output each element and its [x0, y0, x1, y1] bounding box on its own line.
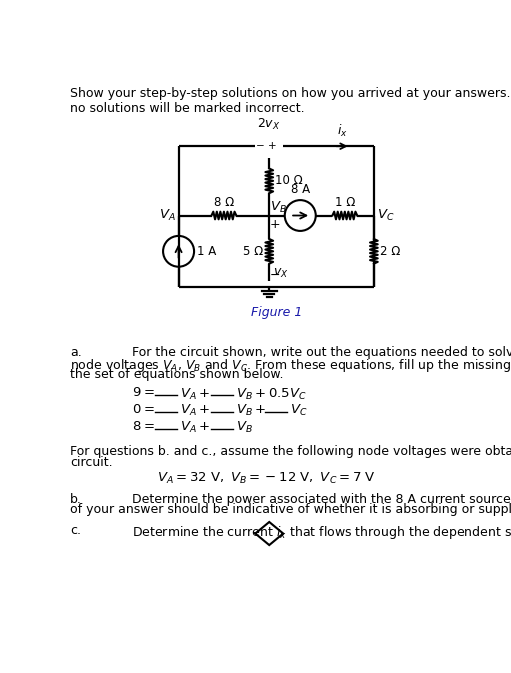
Text: $V_B$: $V_B$: [270, 201, 287, 215]
Text: 5 Ω: 5 Ω: [243, 245, 263, 258]
Text: $v_X$: $v_X$: [273, 267, 289, 280]
Text: $V_C$: $V_C$: [290, 403, 308, 419]
Text: $8 =$: $8 =$: [132, 421, 155, 433]
Text: $2v_X$: $2v_X$: [258, 116, 281, 132]
Text: a.: a.: [70, 347, 82, 359]
Text: −: −: [269, 269, 280, 282]
Text: $9 =$: $9 =$: [132, 386, 155, 400]
Text: of your answer should be indicative of whether it is absorbing or supplying powe: of your answer should be indicative of w…: [70, 503, 511, 516]
Text: +: +: [269, 218, 280, 232]
Text: 8 Ω: 8 Ω: [214, 196, 234, 209]
Text: For questions b. and c., assume the following node voltages were obtained for th: For questions b. and c., assume the foll…: [70, 445, 511, 458]
Text: − +: − +: [256, 141, 276, 151]
Text: $V_A +$: $V_A +$: [180, 403, 210, 419]
Text: Determine the current $i_x$ that flows through the dependent source.: Determine the current $i_x$ that flows t…: [132, 524, 511, 540]
Text: $V_B$: $V_B$: [236, 421, 253, 435]
Text: the set of equations shown below.: the set of equations shown below.: [70, 368, 284, 381]
Text: node voltages $V_A$, $V_B$ and $V_C$. From these equations, fill up the missing : node voltages $V_A$, $V_B$ and $V_C$. Fr…: [70, 357, 511, 374]
Text: $V_A$: $V_A$: [159, 208, 175, 223]
Text: 1 A: 1 A: [197, 245, 217, 258]
Text: Figure 1: Figure 1: [250, 306, 302, 320]
Text: 1 Ω: 1 Ω: [335, 196, 355, 209]
Text: $0 =$: $0 =$: [132, 403, 155, 417]
Text: $V_A +$: $V_A +$: [180, 421, 210, 435]
Text: $i_x$: $i_x$: [337, 123, 347, 139]
Text: 10 Ω: 10 Ω: [275, 174, 303, 187]
Text: Show your step-by-step solutions on how you arrived at your answers. Answers wit: Show your step-by-step solutions on how …: [70, 87, 511, 115]
Text: For the circuit shown, write out the equations needed to solve for the: For the circuit shown, write out the equ…: [132, 347, 511, 359]
Text: circuit.: circuit.: [70, 456, 113, 469]
Text: c.: c.: [70, 524, 81, 536]
Text: 2 Ω: 2 Ω: [380, 245, 401, 258]
Text: $V_A +$: $V_A +$: [180, 386, 210, 402]
Text: $V_B + 0.5V_C$: $V_B + 0.5V_C$: [236, 386, 307, 402]
Text: b.: b.: [70, 493, 82, 505]
Text: 8 A: 8 A: [291, 183, 310, 197]
Text: $V_B +$: $V_B +$: [236, 403, 266, 419]
Text: $V_C$: $V_C$: [377, 208, 394, 223]
Text: $V_A = 32\ \mathrm{V},\ V_B = -12\ \mathrm{V},\ V_C = 7\ \mathrm{V}$: $V_A = 32\ \mathrm{V},\ V_B = -12\ \math…: [157, 471, 376, 487]
Text: Determine the power associated with the 8 A current source. The sign: Determine the power associated with the …: [132, 493, 511, 505]
